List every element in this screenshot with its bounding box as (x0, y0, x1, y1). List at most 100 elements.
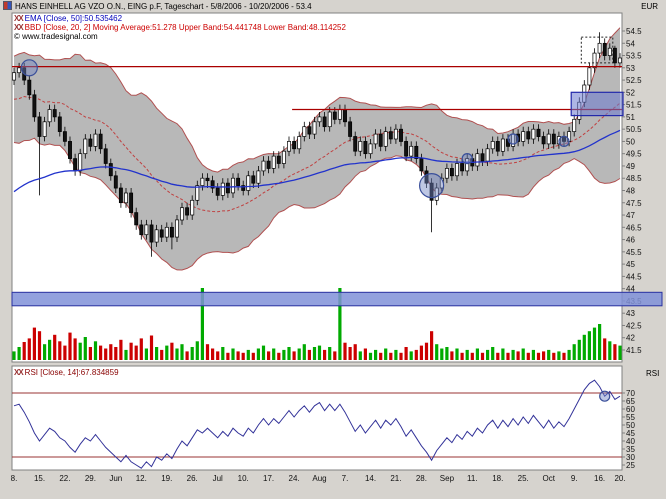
bbd-indicator-row[interactable]: XX BBD [Close, 20, 2] Moving Average:51.2… (14, 23, 346, 32)
volume-bar (109, 344, 113, 360)
candle-body (612, 47, 617, 64)
price-axis-label: 47.5 (626, 199, 642, 208)
bbd-indicator-label: BBD [Close, 20, 2] Moving Average:51.278… (24, 23, 346, 32)
volume-bar (445, 347, 449, 360)
candle-body (124, 192, 128, 204)
date-axis-label: 26. (187, 474, 198, 483)
candle-body (287, 141, 291, 152)
volume-bar (552, 352, 556, 360)
candle-body (169, 226, 174, 238)
volume-bar (129, 342, 133, 360)
volume-bar (236, 351, 240, 360)
volume-bar (506, 352, 510, 360)
candle-body (154, 229, 159, 243)
volume-bar (348, 347, 352, 360)
volume-bar (155, 347, 159, 360)
volume-bar (241, 352, 245, 360)
rsi-axis-label: 65 (626, 397, 635, 406)
volume-bar (149, 335, 154, 360)
indicator-icon: XX (14, 14, 24, 23)
candle-body (12, 72, 16, 81)
volume-bar (205, 344, 210, 360)
volume-bar (53, 334, 57, 360)
price-axis-label: 46 (626, 236, 635, 245)
candle-body (317, 116, 322, 123)
date-axis-label: 9. (571, 474, 578, 483)
volume-bar (404, 347, 408, 360)
rsi-indicator-row[interactable]: XX RSI [Close, 14]:67.834859 (14, 368, 119, 377)
candle-body (251, 175, 256, 184)
candle-body (256, 170, 261, 184)
volume-bar (261, 345, 266, 360)
volume-bar (547, 349, 551, 360)
ema-indicator-row[interactable]: XX EMA [Close, 50]:50.535462 (14, 14, 122, 23)
volume-bar (32, 327, 36, 360)
candle-body (98, 133, 103, 150)
volume-bar (608, 341, 612, 360)
candle-body (231, 177, 235, 194)
volume-bar (37, 331, 42, 360)
price-axis-label: 44 (626, 285, 635, 294)
candle-body (57, 116, 62, 132)
volume-bar (165, 345, 169, 360)
volume-bar (343, 342, 347, 360)
candle-body (88, 138, 93, 147)
volume-bar (394, 349, 398, 360)
volume-bar (587, 331, 591, 360)
price-axis-label: 41.5 (626, 346, 642, 355)
candle-body (521, 131, 526, 142)
volume-bar (567, 349, 571, 360)
volume-bar (475, 348, 479, 360)
price-axis-label: 48 (626, 186, 635, 195)
volume-bar (358, 351, 362, 360)
price-axis-label: 54.5 (626, 27, 642, 36)
price-axis-label: 53.5 (626, 52, 642, 61)
candle-body (424, 170, 429, 184)
volume-bar (114, 347, 118, 360)
candle-body (480, 153, 485, 162)
date-axis-label: Jun (109, 474, 122, 483)
rsi-axis-label: 30 (626, 453, 635, 462)
volume-bar (144, 348, 148, 360)
volume-bar (557, 351, 561, 360)
volume-bar (511, 349, 515, 360)
volume-bar (430, 331, 434, 360)
volume-bar (572, 344, 576, 360)
volume-bar (58, 341, 62, 360)
candle-body (73, 158, 78, 172)
volume-bar (542, 351, 546, 360)
candle-body (455, 163, 459, 177)
rsi-axis-label: 35 (626, 445, 635, 454)
date-axis-label: 22. (59, 474, 70, 483)
candle-body (460, 163, 465, 172)
volume-bar (460, 352, 464, 360)
candle-body (541, 136, 546, 145)
candle-body (271, 155, 276, 169)
candle-body (592, 52, 597, 69)
volume-bar (287, 347, 291, 360)
candle-body (302, 126, 307, 137)
candle-body (307, 126, 312, 135)
date-axis-label: 11. (467, 474, 478, 483)
candle-body (37, 116, 42, 137)
volume-bar (384, 348, 388, 360)
candle-body (210, 180, 215, 189)
candle-body (444, 168, 449, 179)
volume-bar (323, 349, 327, 360)
volume-bar (251, 352, 255, 360)
candle-body (572, 118, 577, 132)
candle-body (52, 109, 57, 118)
volume-bar (180, 344, 184, 360)
volume-bar (282, 349, 286, 360)
volume-bar (328, 347, 332, 360)
volume-bar (272, 348, 276, 360)
candle-body (449, 168, 454, 177)
volume-bar (363, 348, 367, 360)
price-axis-label: 51 (626, 113, 635, 122)
price-axis-label: 45 (626, 260, 635, 269)
candle-body (225, 182, 230, 194)
price-axis-label: 50 (626, 137, 635, 146)
volume-bar (297, 348, 301, 360)
